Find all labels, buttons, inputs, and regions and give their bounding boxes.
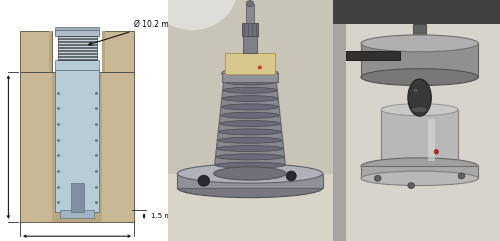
Ellipse shape [178, 164, 322, 183]
Ellipse shape [220, 120, 280, 127]
Bar [413, 24, 426, 43]
Ellipse shape [361, 171, 478, 186]
Ellipse shape [414, 88, 418, 92]
Bar [178, 174, 322, 188]
Bar [168, 174, 332, 241]
Bar [56, 60, 98, 70]
Ellipse shape [361, 69, 478, 86]
Bar [54, 30, 100, 36]
Ellipse shape [222, 96, 278, 102]
Bar [242, 23, 258, 36]
Ellipse shape [361, 35, 478, 52]
Ellipse shape [411, 107, 428, 113]
Bar [60, 210, 94, 217]
Bar [102, 31, 134, 72]
Ellipse shape [374, 175, 381, 181]
Bar [346, 51, 400, 60]
Bar [70, 183, 84, 212]
Bar [102, 31, 106, 72]
Ellipse shape [214, 171, 286, 176]
Ellipse shape [220, 112, 280, 118]
Text: 1.5 mm: 1.5 mm [151, 213, 178, 219]
Polygon shape [214, 82, 286, 174]
Bar [222, 73, 278, 82]
Ellipse shape [224, 79, 276, 85]
Ellipse shape [214, 167, 286, 180]
Ellipse shape [458, 173, 465, 179]
Ellipse shape [218, 137, 282, 143]
Bar [20, 31, 52, 72]
Bar [56, 70, 98, 212]
Bar [361, 43, 478, 77]
Ellipse shape [222, 67, 278, 80]
Ellipse shape [258, 66, 262, 69]
Bar [52, 72, 102, 222]
Bar [332, 0, 500, 24]
Bar [244, 36, 256, 53]
Ellipse shape [246, 0, 254, 7]
Ellipse shape [219, 129, 281, 135]
Ellipse shape [147, 0, 238, 30]
Ellipse shape [434, 150, 438, 154]
Bar [225, 53, 275, 74]
Bar [58, 36, 96, 60]
Ellipse shape [198, 175, 209, 186]
Ellipse shape [216, 162, 284, 168]
Bar [332, 0, 346, 241]
Bar [246, 4, 254, 23]
Bar [428, 119, 434, 161]
Ellipse shape [216, 154, 284, 160]
Ellipse shape [408, 183, 414, 188]
Bar [48, 31, 52, 72]
Ellipse shape [178, 178, 322, 198]
Ellipse shape [381, 104, 458, 116]
Bar [381, 110, 458, 166]
Ellipse shape [286, 171, 296, 181]
Bar [54, 27, 100, 30]
Bar [361, 166, 478, 178]
Ellipse shape [361, 158, 478, 175]
Ellipse shape [223, 87, 277, 93]
Ellipse shape [408, 79, 432, 116]
Bar [20, 72, 134, 222]
Ellipse shape [222, 104, 278, 110]
Text: Ø 10.2 mm: Ø 10.2 mm [88, 20, 176, 45]
Ellipse shape [217, 146, 283, 152]
